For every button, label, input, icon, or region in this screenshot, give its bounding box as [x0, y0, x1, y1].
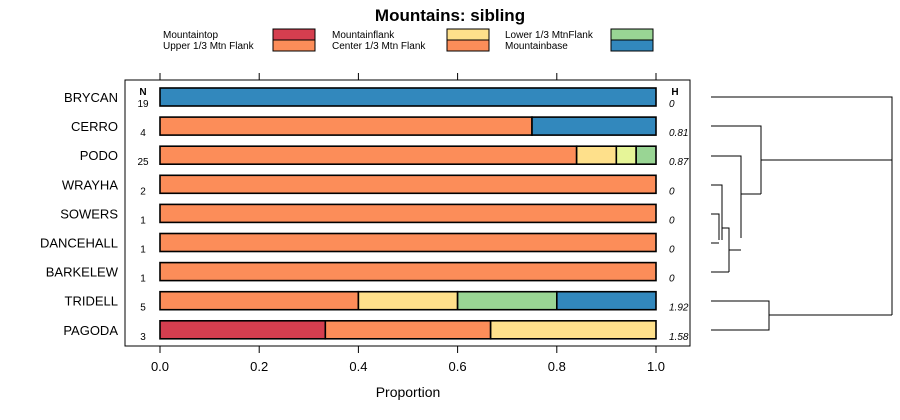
- dendrogram-branch: [711, 96, 893, 238]
- bar-segment: [159, 87, 657, 107]
- row-label: PODO: [80, 148, 118, 163]
- legend-swatch: [272, 28, 316, 41]
- bar-segment: [159, 145, 578, 165]
- bar-segment: [531, 116, 657, 136]
- x-axis-label: Proportion: [376, 384, 441, 400]
- dendrogram-branch: [722, 227, 730, 272]
- legend-label: Upper 1/3 Mtn Flank: [163, 41, 255, 52]
- row-label: BRYCAN: [64, 90, 118, 105]
- row-n: 3: [140, 332, 146, 343]
- x-tick-label: 0.8: [548, 359, 566, 374]
- bar-segment: [159, 116, 533, 136]
- legend-swatch: [610, 39, 654, 52]
- dendrogram-branch: [711, 213, 720, 240]
- row-label: BARKELEW: [46, 265, 119, 280]
- row-label: PAGODA: [63, 323, 118, 338]
- dendrogram: [711, 96, 893, 331]
- chart-title: Mountains: sibling: [375, 6, 525, 25]
- row-h: 1.92: [669, 303, 689, 314]
- dendrogram-branch: [711, 184, 723, 240]
- row-h: 0: [669, 245, 675, 256]
- row-n: 1: [140, 245, 146, 256]
- row-h: 0: [669, 215, 675, 226]
- plot-frame: [124, 79, 691, 347]
- x-tick-label: 0.6: [449, 359, 467, 374]
- x-axis: 0.0 0.2 0.4 0.6 0.8 1.0: [151, 346, 665, 374]
- row-h: 0: [669, 186, 675, 197]
- row-n: 4: [140, 128, 146, 139]
- row-label: TRIDELL: [65, 294, 118, 309]
- legend-label: Mountainbase: [505, 41, 568, 52]
- x-tick-label: 1.0: [647, 359, 665, 374]
- legend-swatch: [446, 39, 490, 52]
- x-tick-label: 0.4: [349, 359, 367, 374]
- legend-swatch: [610, 28, 654, 41]
- bar-segment: [575, 145, 618, 165]
- x-tick-label: 0.2: [250, 359, 268, 374]
- legend-swatch: [272, 39, 316, 52]
- bar-segment: [159, 174, 657, 195]
- h-header: H: [671, 87, 678, 98]
- row-n: 25: [137, 157, 149, 168]
- bar-segment: [159, 203, 657, 224]
- row-n: 19: [137, 99, 149, 110]
- legend-swatch: [446, 28, 490, 41]
- bar-segment: [159, 232, 657, 253]
- row-label: DANCEHALL: [40, 236, 118, 251]
- row-label: SOWERS: [60, 206, 118, 221]
- bar-segment: [635, 145, 657, 165]
- bar-segment: [489, 319, 657, 340]
- row-h: 0: [669, 99, 675, 110]
- top-axis-ticks: [159, 73, 657, 80]
- legend-label: Mountainflank: [332, 30, 395, 41]
- legend-label: Mountaintop: [163, 30, 218, 41]
- row-label: CERRO: [71, 119, 118, 134]
- legend-label: Lower 1/3 MtnFlank: [505, 30, 594, 41]
- bar-rows: BRYCAN 19 0 CERRO 4 0.81 PODO 25 0.87 WRAYHA 2 0 SOW…: [40, 87, 689, 343]
- bar-segment: [159, 290, 360, 311]
- row-h: 0.81: [669, 128, 688, 139]
- bar-segment: [324, 319, 492, 340]
- dendrogram-branch: [711, 155, 742, 238]
- n-header: N: [139, 87, 146, 98]
- bar-segment: [159, 261, 657, 282]
- bar-segment: [357, 290, 459, 311]
- bar-segment: [456, 290, 558, 311]
- row-n: 2: [140, 186, 146, 197]
- bar-segment: [615, 145, 637, 165]
- dendrogram-branch: [711, 125, 762, 194]
- row-h: 0: [669, 274, 675, 285]
- row-n: 1: [140, 215, 146, 226]
- bar-segment: [555, 290, 657, 311]
- row-label: WRAYHA: [62, 177, 118, 192]
- row-n: 5: [140, 303, 146, 314]
- row-n: 1: [140, 274, 146, 285]
- row-h: 1.58: [669, 332, 689, 343]
- bar-segment: [159, 319, 327, 340]
- dendrogram-branch: [711, 300, 770, 331]
- legend-label: Center 1/3 Mtn Flank: [332, 41, 426, 52]
- row-h: 0.87: [669, 157, 689, 168]
- x-tick-label: 0.0: [151, 359, 169, 374]
